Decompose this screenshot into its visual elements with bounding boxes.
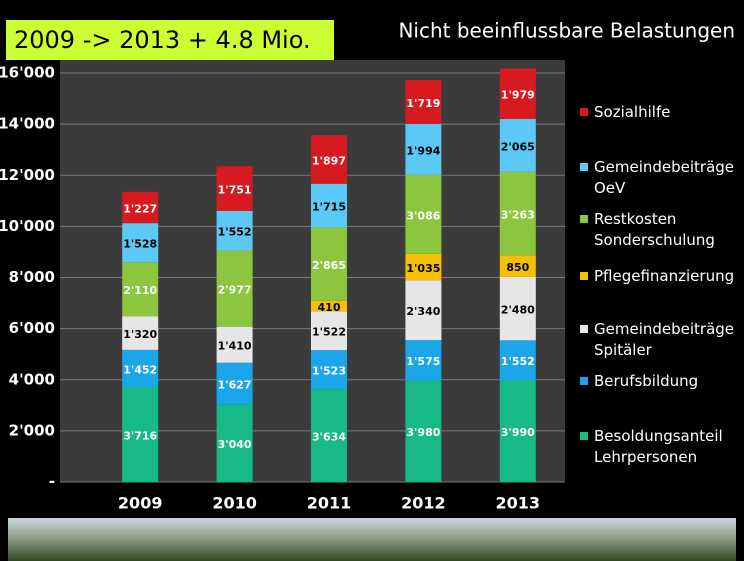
y-tick-label: 16'000 bbox=[0, 64, 55, 82]
legend-swatch bbox=[580, 163, 588, 171]
legend-label: Restkosten Sonderschulung bbox=[592, 209, 742, 251]
value-label: 1'528 bbox=[123, 238, 157, 251]
legend-label: Sozialhilfe bbox=[592, 102, 742, 123]
x-tick-label: 2009 bbox=[118, 494, 163, 513]
y-tick-label: 12'000 bbox=[0, 166, 55, 184]
x-tick-label: 2012 bbox=[401, 494, 446, 513]
slide: 2009 -> 2013 + 4.8 Mio. Nicht beeinfluss… bbox=[0, 0, 744, 561]
y-tick-label: 14'000 bbox=[0, 115, 55, 133]
value-label: 1'979 bbox=[501, 89, 535, 102]
legend-swatch bbox=[580, 325, 588, 333]
value-label: 1'715 bbox=[312, 201, 346, 214]
y-tick-label: 2'000 bbox=[9, 421, 55, 439]
legend-item: Sozialhilfe bbox=[592, 102, 742, 123]
landscape-image bbox=[8, 518, 736, 561]
value-label: 1'719 bbox=[406, 97, 440, 110]
legend-item: Gemeindebeiträge OeV bbox=[592, 157, 742, 199]
x-tick-label: 2010 bbox=[212, 494, 257, 513]
value-label: 1'575 bbox=[406, 355, 440, 368]
legend-label: Gemeindebeiträge Spitäler bbox=[592, 319, 742, 361]
value-label: 3'980 bbox=[406, 426, 440, 439]
chart-subtitle: Nicht beeinflussbare Belastungen bbox=[398, 19, 735, 43]
value-label: 1'994 bbox=[406, 144, 440, 157]
value-label: 1'320 bbox=[123, 328, 157, 341]
legend-swatch bbox=[580, 432, 588, 440]
value-label: 1'227 bbox=[123, 202, 157, 215]
legend-label: Berufsbildung bbox=[592, 371, 742, 392]
value-label: 850 bbox=[506, 261, 529, 274]
value-label: 1'523 bbox=[312, 365, 346, 378]
legend-swatch bbox=[580, 108, 588, 116]
value-label: 2'340 bbox=[406, 305, 440, 318]
value-label: 3'716 bbox=[123, 430, 157, 443]
y-tick-label: 10'000 bbox=[0, 217, 55, 235]
legend-item: Gemeindebeiträge Spitäler bbox=[592, 319, 742, 361]
legend-item: Pflegefinanzierung bbox=[592, 266, 742, 287]
value-label: 1'627 bbox=[218, 378, 252, 391]
value-label: 1'522 bbox=[312, 326, 346, 339]
value-label: 3'086 bbox=[406, 209, 440, 222]
value-label: 410 bbox=[318, 301, 341, 314]
legend-swatch bbox=[580, 272, 588, 280]
value-label: 3'263 bbox=[501, 209, 535, 222]
value-label: 1'035 bbox=[406, 262, 440, 275]
legend-swatch bbox=[580, 215, 588, 223]
chart-title: 2009 -> 2013 + 4.8 Mio. bbox=[14, 26, 311, 54]
value-label: 1'897 bbox=[312, 154, 346, 167]
legend-label: Pflegefinanzierung bbox=[592, 266, 742, 287]
value-label: 3'990 bbox=[501, 426, 535, 439]
value-label: 1'552 bbox=[218, 226, 252, 239]
value-label: 1'751 bbox=[218, 184, 252, 197]
legend-item: Restkosten Sonderschulung bbox=[592, 209, 742, 251]
x-tick-label: 2013 bbox=[496, 494, 541, 513]
legend-label: Besoldungsanteil Lehrpersonen bbox=[592, 426, 742, 468]
value-label: 2'110 bbox=[123, 284, 157, 297]
y-tick-label: 4'000 bbox=[9, 370, 55, 388]
y-tick-label: - bbox=[49, 473, 55, 491]
value-label: 2'065 bbox=[501, 140, 535, 153]
legend-item: Berufsbildung bbox=[592, 371, 742, 392]
legend-label: Gemeindebeiträge OeV bbox=[592, 157, 742, 199]
legend-swatch bbox=[580, 377, 588, 385]
legend-item: Besoldungsanteil Lehrpersonen bbox=[592, 426, 742, 468]
value-label: 1'452 bbox=[123, 363, 157, 376]
value-label: 2'977 bbox=[218, 284, 252, 297]
value-label: 3'634 bbox=[312, 431, 346, 444]
y-tick-label: 8'000 bbox=[9, 268, 55, 286]
value-label: 3'040 bbox=[218, 438, 252, 451]
y-tick-label: 6'000 bbox=[9, 319, 55, 337]
value-label: 2'865 bbox=[312, 259, 346, 272]
x-tick-label: 2011 bbox=[307, 494, 352, 513]
value-label: 2'480 bbox=[501, 304, 535, 317]
value-label: 1'552 bbox=[501, 355, 535, 368]
value-label: 1'410 bbox=[218, 340, 252, 353]
